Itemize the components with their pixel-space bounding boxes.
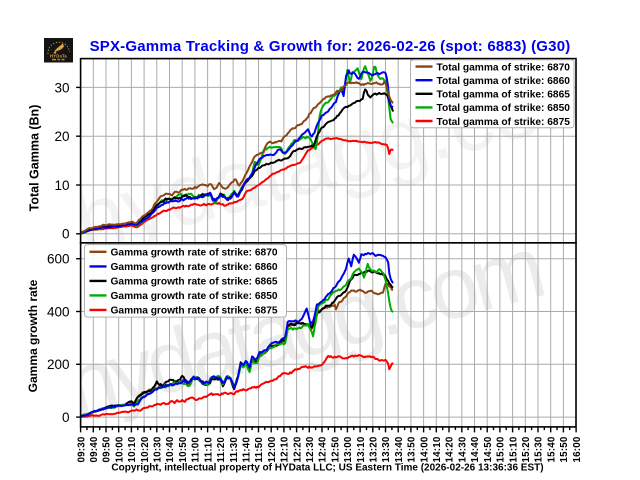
svg-text:11:40: 11:40 <box>242 437 253 463</box>
svg-text:0: 0 <box>62 227 70 242</box>
svg-text:10:00: 10:00 <box>114 436 125 462</box>
svg-text:200: 200 <box>47 357 70 372</box>
svg-text:12:20: 12:20 <box>292 436 303 462</box>
svg-text:10:40: 10:40 <box>165 436 176 462</box>
svg-text:09:30: 09:30 <box>76 436 87 462</box>
svg-text:14:30: 14:30 <box>457 436 468 462</box>
svg-text:15:20: 15:20 <box>521 436 532 462</box>
svg-text:20: 20 <box>54 129 69 144</box>
svg-text:Total gamma of strike: 6850: Total gamma of strike: 6850 <box>437 103 571 114</box>
svg-text:11:20: 11:20 <box>216 437 227 463</box>
svg-text:Total gamma of strike: 6860: Total gamma of strike: 6860 <box>437 76 571 87</box>
svg-text:HYDaTa: HYDaTa <box>50 54 67 59</box>
svg-text:12:10: 12:10 <box>280 436 291 462</box>
svg-text:14:00: 14:00 <box>419 436 430 462</box>
svg-text:09:50: 09:50 <box>102 436 113 462</box>
svg-text:12:40: 12:40 <box>318 436 329 462</box>
svg-text:15:40: 15:40 <box>546 436 557 462</box>
svg-text:12:00: 12:00 <box>267 436 278 462</box>
svg-text:30: 30 <box>54 80 69 95</box>
svg-text:Total gamma of strike: 6870: Total gamma of strike: 6870 <box>437 62 571 73</box>
svg-text:Gamma growth rate of strike: 6: Gamma growth rate of strike: 6850 <box>111 291 278 302</box>
svg-text:SPX-Gamma Tracking & Growth fo: SPX-Gamma Tracking & Growth for: 2026-02… <box>90 38 571 55</box>
svg-text:10:10: 10:10 <box>127 436 138 462</box>
svg-text:15:10: 15:10 <box>508 436 519 462</box>
svg-text:16:00: 16:00 <box>572 436 583 462</box>
svg-text:13:30: 13:30 <box>381 436 392 462</box>
svg-text:14:40: 14:40 <box>470 436 481 462</box>
svg-text:10:30: 10:30 <box>153 436 164 462</box>
svg-text:Gamma growth rate of strike: 6: Gamma growth rate of strike: 6870 <box>111 248 278 259</box>
svg-text:0: 0 <box>62 410 70 425</box>
svg-text:Total Gamma (Bn): Total Gamma (Bn) <box>28 105 42 212</box>
svg-text:10:20: 10:20 <box>140 436 151 462</box>
svg-text:15:00: 15:00 <box>496 436 507 462</box>
svg-text:14:50: 14:50 <box>483 436 494 462</box>
svg-text:15:30: 15:30 <box>534 436 545 462</box>
svg-text:15:50: 15:50 <box>559 436 570 462</box>
svg-text:14:20: 14:20 <box>445 436 456 462</box>
svg-text:14:10: 14:10 <box>432 436 443 462</box>
svg-text:Gamma growth rate: Gamma growth rate <box>26 279 40 392</box>
svg-text:11:50: 11:50 <box>254 437 265 463</box>
svg-text:Gamma growth rate of strike: 6: Gamma growth rate of strike: 6875 <box>111 306 278 317</box>
svg-text:400: 400 <box>47 304 70 319</box>
svg-text:09:40: 09:40 <box>89 436 100 462</box>
svg-text:12:50: 12:50 <box>330 436 341 462</box>
svg-text:Copyright, intellectual proper: Copyright, intellectual property of HYDa… <box>111 463 543 474</box>
svg-text:13:00: 13:00 <box>343 436 354 462</box>
svg-text:13:40: 13:40 <box>394 436 405 462</box>
svg-text:Total gamma of strike: 6875: Total gamma of strike: 6875 <box>437 117 571 128</box>
svg-text:13:20: 13:20 <box>369 436 380 462</box>
svg-text:12:30: 12:30 <box>305 436 316 462</box>
svg-text:Gamma growth rate of strike: 6: Gamma growth rate of strike: 6865 <box>111 277 278 288</box>
svg-text:11:10: 11:10 <box>203 437 214 463</box>
svg-text:10: 10 <box>54 178 69 193</box>
svg-text:Gamma growth rate of strike: 6: Gamma growth rate of strike: 6860 <box>111 262 278 273</box>
svg-text:10:50: 10:50 <box>178 436 189 462</box>
svg-text:11:30: 11:30 <box>229 437 240 463</box>
svg-text:11:00: 11:00 <box>191 437 202 463</box>
svg-text:600: 600 <box>47 252 70 267</box>
svg-text:13:50: 13:50 <box>407 436 418 462</box>
svg-text:Total gamma of strike: 6865: Total gamma of strike: 6865 <box>437 90 571 101</box>
svg-text:13:10: 13:10 <box>356 436 367 462</box>
